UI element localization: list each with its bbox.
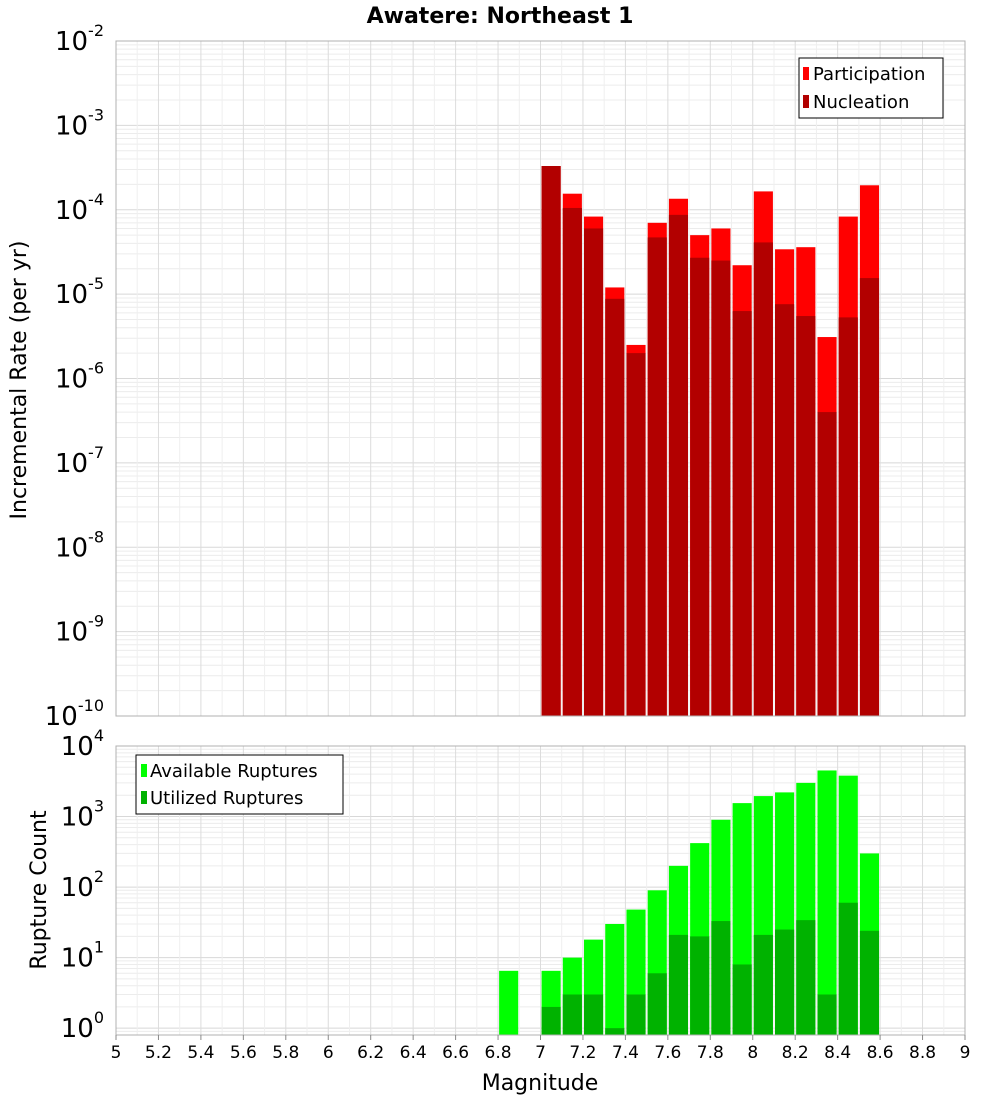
count-legend: Available Ruptures Utilized Ruptures [135,754,344,815]
participation-legend-label: Participation [813,64,925,85]
y-tick-label: 10-3 [55,105,104,141]
count-bar-b [859,930,880,1035]
count-plot-bars [499,770,880,1035]
rate-plot-grid [115,41,966,717]
rate-plot-frame [115,40,966,717]
rate-plot: 10-2 10-3 10-4 10-5 10-6 10-7 10-8 10-9 10-10 In… [7,21,966,732]
count-bar-a [499,970,519,1035]
rate-bar-b [647,237,667,716]
participation-legend-swatch [803,67,809,80]
count-bar-b [690,936,710,1035]
rate-legend-box [798,57,944,119]
rate-bar-b [859,278,880,716]
x-tick-label: 5 [111,1043,122,1063]
rate-y-tick-labels: 10-2 10-3 10-4 10-5 10-6 10-7 10-8 10-9 10-10 [45,21,104,732]
y-tick-label: 10-10 [45,696,104,732]
rate-bar-b [775,304,795,716]
count-bar-b [668,934,689,1035]
nucleation-legend-label: Nucleation [813,92,909,113]
x-tick-label: 5.8 [272,1043,299,1063]
count-bar-b [775,929,795,1035]
rate-bar-b [690,257,710,716]
y-tick-label: 10-8 [55,527,104,563]
x-tick-label: 7 [535,1043,546,1063]
y-tick-label: 10-7 [55,443,104,479]
rate-bar-b [732,311,752,716]
available-legend-swatch [141,764,147,777]
x-tick-label: 6.6 [442,1043,469,1063]
x-tick-label: 6.8 [485,1043,512,1063]
count-bar-b [796,920,816,1035]
x-tick-label: 9 [960,1043,971,1063]
rate-bar-b [584,228,604,716]
count-bar-b [753,934,773,1035]
rate-bar-b [753,242,773,716]
count-bar-b [626,994,646,1035]
count-bar-b [647,973,667,1035]
available-legend-label: Available Ruptures [150,761,318,782]
count-bar-b [584,994,604,1035]
x-tick-label: 8.6 [867,1043,894,1063]
count-bar-b [817,994,837,1035]
y-tick-label: 10-5 [55,274,104,310]
rate-plot-bars [541,166,880,717]
y-tick-label: 10-6 [55,359,104,395]
count-bar-a [817,770,837,1035]
nucleation-legend-swatch [803,95,809,108]
x-tick-label: 7.6 [654,1043,681,1063]
rate-bar-b [626,353,646,716]
count-bar-b [541,1006,561,1035]
utilized-legend-label: Utilized Ruptures [150,788,303,809]
count-legend-box [135,754,344,815]
rate-bar-b [838,317,858,716]
count-y-tick-labels: 104 103 102 101 100 [61,726,104,1044]
x-axis-title: Magnitude [482,1071,599,1096]
y-tick-label: 10-4 [55,190,104,226]
utilized-legend-swatch [141,791,147,804]
rate-bar-b [562,207,582,716]
count-bar-b [562,994,582,1035]
x-tick-label: 8 [747,1043,758,1063]
x-tick-label: 7.4 [612,1043,639,1063]
y-tick-label: 102 [61,867,104,903]
y-tick-label: 10-2 [55,21,104,57]
y-tick-label: 100 [61,1008,104,1044]
count-bar-b [732,964,752,1035]
x-tick-label: 5.4 [187,1043,214,1063]
rate-bar-b [817,412,837,716]
count-bar-b [711,921,731,1035]
x-tick-label: 6.4 [400,1043,427,1063]
x-tick-label: 5.2 [145,1043,172,1063]
rate-bar-b [541,166,561,717]
rate-bar-b [711,260,731,716]
chart-title: Awatere: Northeast 1 [367,4,634,29]
y-tick-label: 104 [61,726,104,762]
x-tick-label: 5.6 [230,1043,257,1063]
x-tick-label: 8.2 [782,1043,809,1063]
y-tick-label: 103 [61,797,104,833]
y-tick-label: 10-9 [55,612,104,648]
x-tick-label: 6.2 [357,1043,384,1063]
rate-y-axis-title: Incremental Rate (per yr) [7,241,32,520]
x-tick-label: 6 [323,1043,334,1063]
y-tick-label: 101 [61,938,104,974]
count-bar-a [605,923,625,1035]
count-bar-b [605,1028,625,1035]
rate-bar-b [796,316,816,716]
count-y-axis-title: Rupture Count [27,810,52,970]
rate-bar-b [668,214,689,716]
x-tick-label: 8.4 [824,1043,851,1063]
x-tick-label: 7.8 [697,1043,724,1063]
rupture-count-plot: 104 103 102 101 100 Rupture Count Available … [27,726,966,1044]
rate-legend: Participation Nucleation [798,57,944,119]
rate-bar-b [605,298,625,716]
x-tick-labels: 5 5.2 5.4 5.6 5.8 6 6.2 6.4 6.6 6.8 7 7.2 7.4 7.6 7.8 8… [111,1035,971,1063]
x-tick-label: 8.8 [909,1043,936,1063]
x-tick-label: 7.2 [569,1043,596,1063]
count-bar-b [838,902,858,1035]
